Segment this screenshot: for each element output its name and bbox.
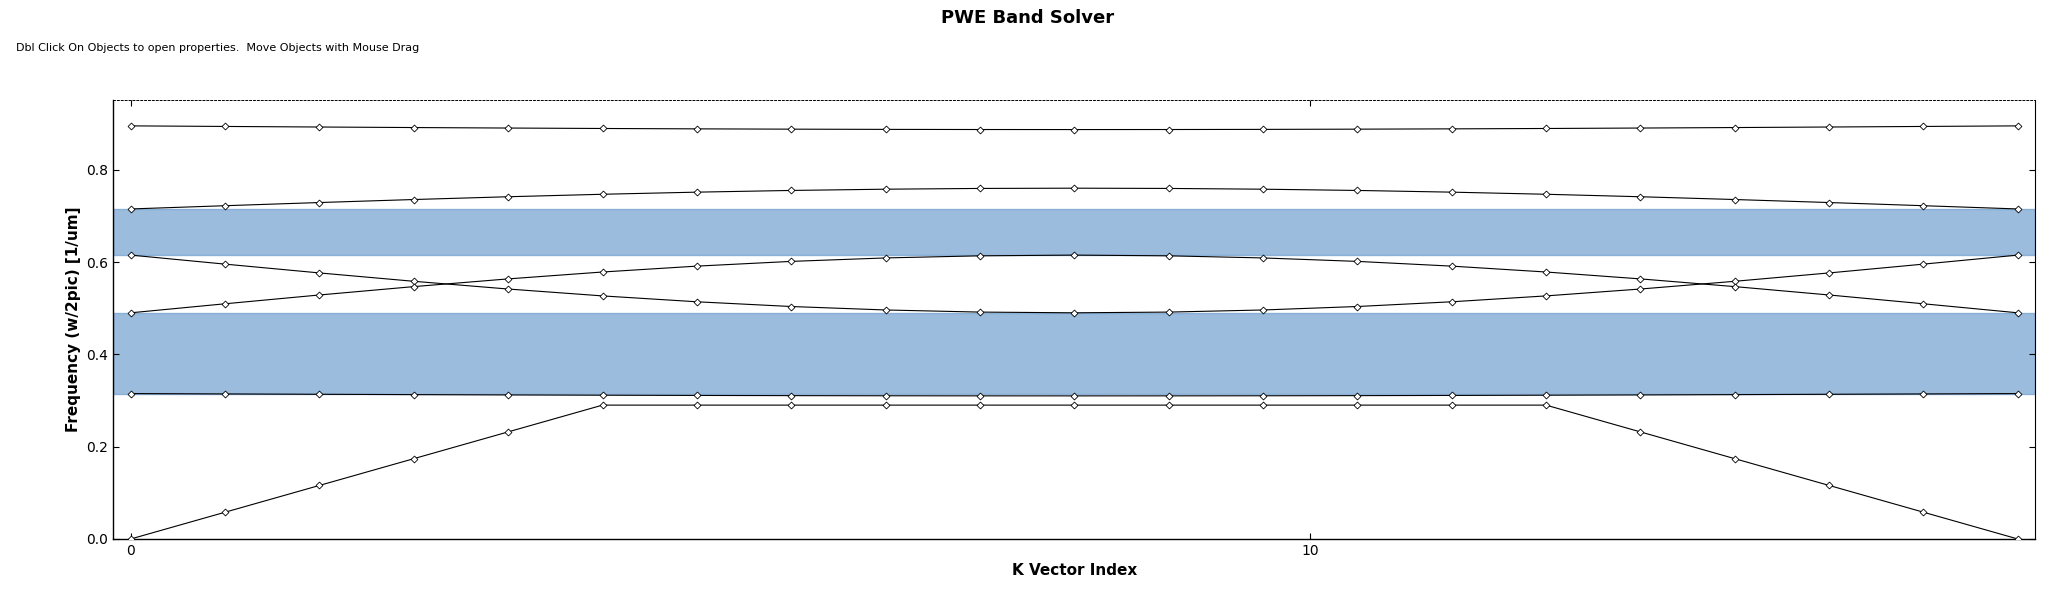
X-axis label: K Vector Index: K Vector Index xyxy=(1012,563,1137,579)
Text: PWE Band Solver: PWE Band Solver xyxy=(942,9,1114,27)
Y-axis label: Frequency (w/2pic) [1/um]: Frequency (w/2pic) [1/um] xyxy=(66,207,80,432)
Bar xyxy=(113,209,2035,255)
Bar xyxy=(113,313,2035,393)
Text: Dbl Click On Objects to open properties.  Move Objects with Mouse Drag: Dbl Click On Objects to open properties.… xyxy=(16,43,419,52)
